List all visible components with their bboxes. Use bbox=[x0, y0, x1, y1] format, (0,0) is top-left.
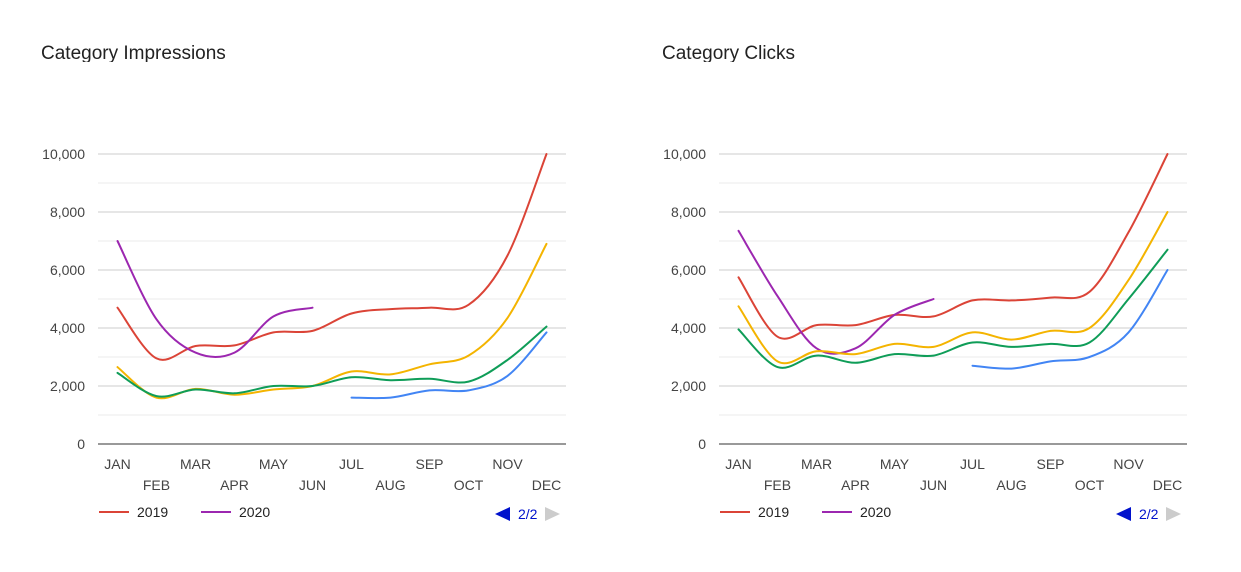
x-tick-label: JUL bbox=[339, 456, 364, 472]
y-tick-label: 10,000 bbox=[663, 146, 706, 162]
y-tick-label: 2,000 bbox=[50, 378, 85, 394]
y-tick-label: 4,000 bbox=[671, 320, 706, 336]
x-tick-label: MAY bbox=[880, 456, 910, 472]
chart-title: Category Clicks bbox=[662, 43, 796, 62]
x-tick-label: FEB bbox=[143, 477, 170, 493]
next-page-icon bbox=[1166, 507, 1182, 521]
series-line-series-2 bbox=[737, 211, 1169, 365]
y-tick-label: 10,000 bbox=[42, 146, 85, 162]
legend-swatch-2020 bbox=[822, 511, 852, 513]
x-tick-label: DEC bbox=[1153, 477, 1183, 493]
x-tick-label: JUN bbox=[299, 477, 326, 493]
legend-label: 2020 bbox=[860, 504, 892, 520]
previous-page-icon[interactable] bbox=[495, 507, 510, 521]
y-tick-label: 0 bbox=[698, 436, 706, 452]
legend-pager: 2/2 bbox=[1116, 504, 1182, 524]
series-line-series-2 bbox=[116, 242, 548, 400]
legend-label: 2019 bbox=[758, 504, 790, 520]
legend-item-2019[interactable]: 2019 bbox=[720, 504, 789, 520]
pager-label: 2/2 bbox=[1139, 506, 1159, 522]
previous-page-icon[interactable] bbox=[1116, 507, 1131, 521]
series-line-2019 bbox=[737, 153, 1169, 340]
x-tick-label: AUG bbox=[375, 477, 405, 493]
y-tick-label: 6,000 bbox=[50, 262, 85, 278]
clicks-chart: 0 2,000 4,000 6,000 8,000 10,000 JAN FEB MAR APR M… bbox=[663, 146, 1187, 493]
x-tick-label: JAN bbox=[725, 456, 751, 472]
next-page-icon bbox=[545, 507, 561, 521]
impressions-chart: 0 2,000 4,000 6,000 8,000 10,000 JAN FEB MAR APR M… bbox=[42, 146, 566, 493]
pager-label: 2/2 bbox=[518, 506, 538, 522]
series-line-series-3 bbox=[737, 248, 1169, 369]
x-tick-label: DEC bbox=[532, 477, 562, 493]
y-tick-label: 8,000 bbox=[671, 204, 706, 220]
y-tick-label: 0 bbox=[77, 436, 85, 452]
y-tick-label: 2,000 bbox=[671, 378, 706, 394]
series-line-series-3 bbox=[116, 325, 548, 398]
x-tick-label: JUL bbox=[960, 456, 985, 472]
series-line-series-4 bbox=[971, 269, 1169, 370]
clicks-chart-panel: Category Clicks 0 2,000 4,000 6,000 8,000 10,… bbox=[621, 0, 1241, 572]
x-tick-label: OCT bbox=[454, 477, 484, 493]
x-tick-label: AUG bbox=[996, 477, 1026, 493]
legend-item-2019[interactable]: 2019 bbox=[99, 504, 168, 520]
x-tick-label: JUN bbox=[920, 477, 947, 493]
legend-label: 2020 bbox=[239, 504, 271, 520]
x-tick-label: SEP bbox=[415, 456, 443, 472]
legend-swatch-2020 bbox=[201, 511, 231, 513]
x-tick-label: NOV bbox=[492, 456, 523, 472]
legend-item-2020[interactable]: 2020 bbox=[822, 504, 891, 520]
legend-swatch-2019 bbox=[720, 511, 750, 513]
x-tick-label: MAR bbox=[801, 456, 832, 472]
series-line-2020 bbox=[116, 240, 314, 358]
legend-pager: 2/2 bbox=[495, 504, 561, 524]
x-tick-label: SEP bbox=[1036, 456, 1064, 472]
series-line-2019 bbox=[116, 153, 548, 361]
x-tick-label: OCT bbox=[1075, 477, 1105, 493]
y-tick-label: 8,000 bbox=[50, 204, 85, 220]
impressions-chart-panel: Category Impressions 0 2,000 4,000 6,000 8,0… bbox=[0, 0, 620, 572]
series-line-series-4 bbox=[350, 331, 548, 400]
x-tick-label: MAY bbox=[259, 456, 289, 472]
x-tick-label: MAR bbox=[180, 456, 211, 472]
legend-item-2020[interactable]: 2020 bbox=[201, 504, 270, 520]
x-tick-label: JAN bbox=[104, 456, 130, 472]
y-tick-label: 6,000 bbox=[671, 262, 706, 278]
x-tick-label: APR bbox=[841, 477, 870, 493]
chart-title: Category Impressions bbox=[41, 43, 226, 62]
x-tick-label: FEB bbox=[764, 477, 791, 493]
x-tick-label: APR bbox=[220, 477, 249, 493]
x-tick-label: NOV bbox=[1113, 456, 1144, 472]
series-line-2020 bbox=[737, 229, 935, 355]
legend-swatch-2019 bbox=[99, 511, 129, 513]
y-tick-label: 4,000 bbox=[50, 320, 85, 336]
legend-label: 2019 bbox=[137, 504, 169, 520]
